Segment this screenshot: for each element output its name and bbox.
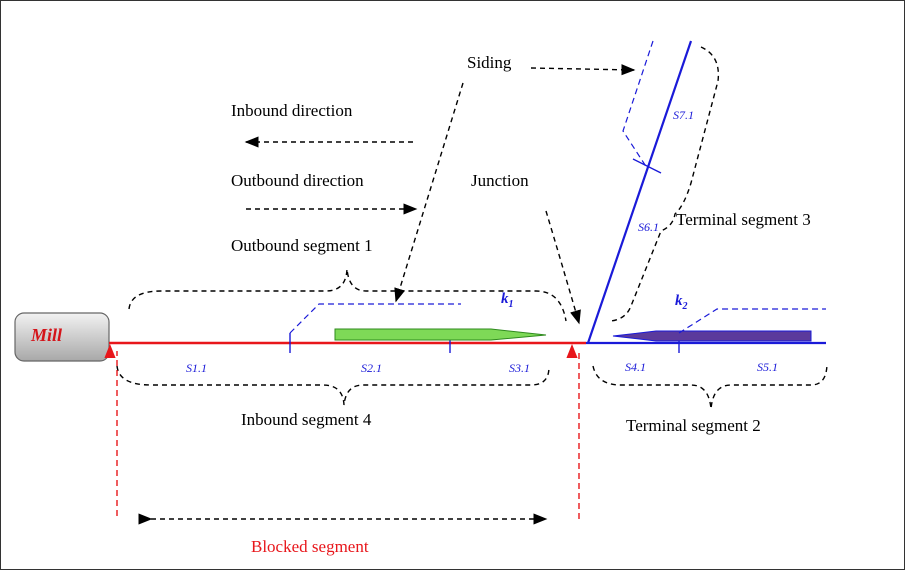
junction-arrow: [545, 210, 581, 325]
siding-label: Siding: [467, 53, 512, 72]
outbound-segment-1-label: Outbound segment 1: [231, 236, 373, 255]
terminal-track-3: [586, 40, 693, 344]
segment-s71: S7.1: [673, 108, 694, 122]
terminal-segment-2-label: Terminal segment 2: [626, 416, 761, 435]
k2-label: k2: [675, 293, 688, 312]
k1-label: k1: [501, 291, 514, 310]
k1-bracket: [289, 303, 461, 334]
outbound-train: [334, 328, 547, 341]
s71-bracket: [622, 40, 654, 169]
segment-s21: S2.1: [361, 361, 382, 375]
siding-arrow-down: [394, 82, 464, 303]
terminal-segment-3-label: Terminal segment 3: [676, 210, 811, 229]
inbound-train: [612, 330, 812, 342]
segment-s11: S1.1: [186, 361, 207, 375]
segment-s41: S4.1: [625, 360, 646, 374]
segment-s61: S6.1: [638, 220, 659, 234]
mill-label: Mill: [30, 325, 62, 345]
mill-box: Mill: [14, 312, 110, 362]
outbound-direction-label: Outbound direction: [231, 171, 364, 190]
inbound-segment-4-label: Inbound segment 4: [241, 410, 372, 429]
terminal-segment-3-brace: [610, 46, 720, 322]
blocked-segment-label: Blocked segment: [251, 537, 369, 556]
k2-bracket: [678, 308, 826, 334]
siding-arrow-right: [530, 64, 636, 76]
segment-s31: S3.1: [509, 361, 530, 375]
outbound-segment-1-brace: [128, 268, 567, 322]
inbound-segment-4-brace: [116, 365, 550, 406]
junction-label: Junction: [471, 171, 529, 190]
segment-s51: S5.1: [757, 360, 778, 374]
section-tick: [632, 158, 662, 174]
terminal-segment-2-brace: [592, 362, 828, 410]
inbound-direction-label: Inbound direction: [231, 101, 353, 120]
